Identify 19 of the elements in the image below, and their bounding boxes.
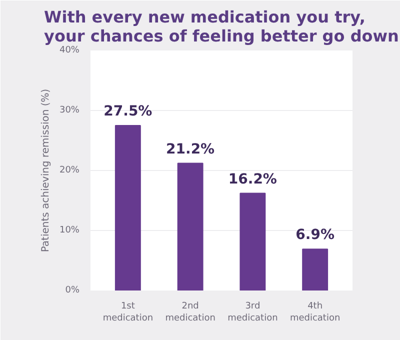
- data-label: 16.2%: [228, 171, 277, 188]
- bar: [177, 162, 204, 290]
- chart-title: With every new medication you try, your chances of feeling better go down: [44, 8, 399, 46]
- bar: [114, 125, 141, 290]
- x-tick-label: 2nd medication: [165, 302, 216, 324]
- x-tick-label: 1st medication: [102, 302, 154, 324]
- y-tick-label: 10%: [59, 226, 80, 236]
- y-tick-label: 20%: [59, 166, 80, 176]
- y-tick-label: 40%: [59, 46, 80, 56]
- data-label: 21.2%: [166, 141, 215, 158]
- y-tick-label: 0%: [65, 286, 80, 296]
- y-tick-label: 30%: [59, 106, 80, 116]
- x-tick-label: 4th medication: [290, 302, 340, 324]
- x-tick-label: 3rd medication: [228, 302, 278, 324]
- bar: [240, 192, 266, 290]
- bar: [302, 248, 328, 290]
- y-axis-title: Patients achieving remission (%): [40, 88, 52, 252]
- data-label: 27.5%: [104, 104, 152, 120]
- data-label: 6.9%: [296, 227, 334, 244]
